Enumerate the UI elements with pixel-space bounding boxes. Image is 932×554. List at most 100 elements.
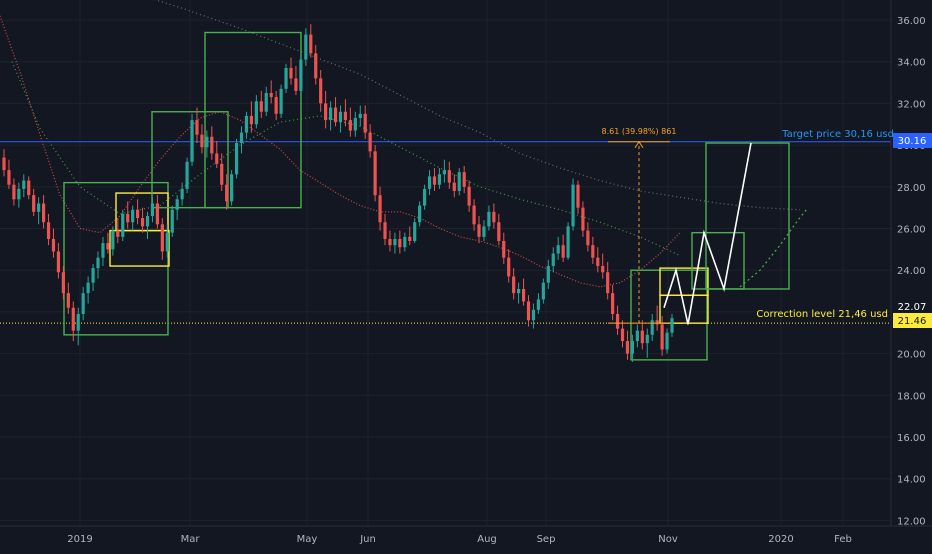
candle-body	[606, 272, 610, 294]
candle-body	[670, 318, 674, 333]
green-pattern-box	[63, 181, 169, 336]
candle-body	[601, 266, 605, 273]
ma-green-line	[11, 61, 681, 257]
time-label-sep: Sep	[537, 534, 556, 545]
candle-body	[86, 282, 90, 294]
price-tick-label: 34.00	[897, 58, 926, 69]
candle-body	[427, 176, 432, 189]
moving-averages	[0, 0, 801, 288]
candle-body	[615, 313, 620, 329]
candle-body	[432, 176, 437, 185]
candle-body	[457, 172, 461, 191]
candle-body	[269, 92, 273, 98]
price-axis-bg	[891, 0, 932, 550]
time-label-aug: Aug	[477, 534, 497, 545]
candles	[2, 24, 674, 362]
price-tick-label: 26.00	[897, 225, 926, 236]
candle-body	[502, 241, 506, 258]
time-label-jun: Jun	[359, 534, 376, 545]
candle-body	[348, 120, 352, 131]
candle-body	[378, 195, 382, 223]
candle-body	[230, 174, 234, 202]
candle-body	[497, 222, 501, 242]
correction-price-tag-bg	[893, 313, 932, 328]
price-tick-label: 16.00	[897, 433, 926, 444]
candle-body	[586, 230, 590, 246]
candle-body	[160, 224, 164, 252]
pattern-boxes	[63, 31, 790, 361]
candle-body	[566, 226, 570, 258]
price-tick-label: 24.00	[897, 266, 926, 277]
candle-body	[492, 211, 496, 223]
candle-body	[383, 222, 387, 239]
candle-body	[284, 67, 288, 89]
candle-body	[244, 115, 249, 133]
candle-body	[333, 107, 338, 123]
candle-body	[413, 222, 417, 242]
price-tick-label: 18.00	[897, 391, 926, 402]
time-label-feb: Feb	[834, 534, 852, 545]
time-label-may: May	[297, 534, 318, 545]
target-price-tag: 30.16	[898, 136, 927, 147]
candle-body	[259, 101, 263, 112]
candle-body	[116, 230, 120, 237]
correction-level-label: Correction level 21,46 usd	[756, 309, 888, 320]
projection-ma-dotted	[739, 207, 809, 288]
candle-body	[408, 236, 412, 242]
candle-body	[620, 328, 625, 342]
candle-body	[165, 232, 169, 252]
candle-body	[249, 115, 254, 125]
candle-body	[462, 172, 466, 187]
grid	[0, 0, 891, 526]
measure-arrow	[634, 140, 644, 149]
candle-body	[254, 101, 258, 125]
candle-body	[81, 293, 85, 314]
candle-body	[225, 184, 229, 202]
candle-body	[170, 209, 174, 233]
candle-body	[294, 78, 298, 91]
target-price-label: Target price 30,16 usd	[781, 129, 894, 140]
candle-body	[239, 132, 244, 144]
candle-body	[363, 113, 367, 133]
candle-body	[393, 238, 397, 246]
candle-body	[338, 111, 343, 123]
price-tick-label: 32.00	[897, 99, 926, 110]
candle-body	[309, 34, 313, 54]
candle-body	[121, 213, 125, 237]
candle-body	[91, 268, 95, 283]
candle-body	[17, 188, 21, 200]
candle-body	[581, 207, 585, 231]
candle-body	[328, 107, 333, 121]
candle-body	[324, 103, 328, 121]
candle-body	[467, 186, 471, 206]
candle-body	[7, 170, 11, 185]
candle-body	[368, 132, 372, 152]
candle-body	[215, 153, 219, 164]
candle-body	[131, 209, 135, 223]
candle-body	[185, 161, 189, 189]
candle-body	[101, 243, 105, 258]
correction-price-tag: 21.46	[898, 316, 927, 327]
candle-body	[611, 293, 615, 314]
yellow-pattern-box	[659, 267, 709, 296]
candle-body	[487, 211, 491, 227]
candle-body	[477, 224, 481, 237]
candle-body	[96, 257, 100, 269]
candle-body	[145, 215, 150, 227]
candle-body	[665, 332, 669, 350]
candle-body	[403, 236, 407, 248]
candle-body	[546, 266, 550, 283]
time-label-2020: 2020	[768, 534, 793, 545]
candle-body	[343, 111, 348, 121]
candle-body	[180, 188, 184, 200]
time-axis[interactable]: 2019 Mar May Jun Aug Sep Nov 2020 Feb	[67, 534, 852, 545]
candle-body	[452, 182, 456, 191]
candle-body	[155, 203, 159, 225]
price-tick-label: 14.00	[897, 475, 926, 486]
candle-body	[596, 257, 600, 267]
green-pattern-box	[705, 142, 790, 290]
level-lines	[0, 141, 891, 324]
candle-body	[556, 245, 560, 254]
measure-tool	[608, 140, 670, 324]
